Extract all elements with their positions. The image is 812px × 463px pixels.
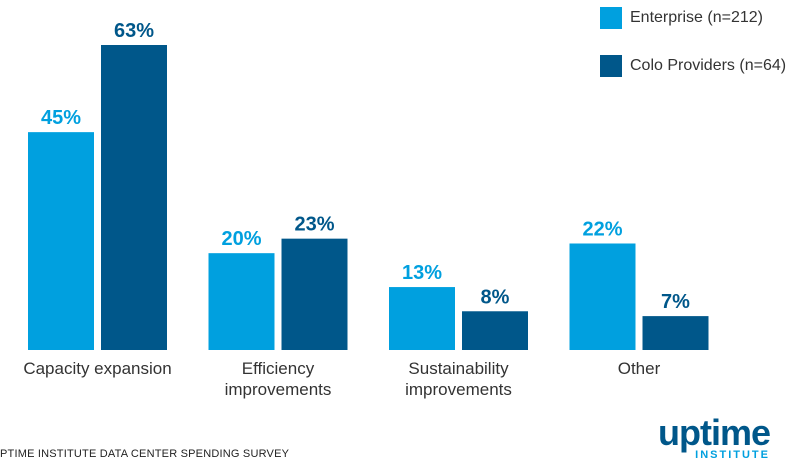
legend-item-colo: Colo Providers (n=64): [600, 54, 786, 78]
uptime-logo: uptime INSTITUTE: [620, 412, 771, 462]
value-label-sustainability-improvements-colo: 8%: [481, 286, 510, 308]
legend-label-colo: Colo Providers (n=64): [630, 57, 787, 74]
logo-wordmark: uptime: [657, 412, 771, 453]
source-footer: PTIME INSTITUTE DATA CENTER SPENDING SUR…: [0, 448, 290, 460]
value-label-efficiency-improvements-colo: 23%: [294, 214, 334, 236]
legend: Enterprise (n=212) Colo Providers (n=64): [600, 6, 786, 102]
category-label-capacity-expansion: Capacity expansion: [23, 359, 171, 378]
legend-swatch-colo: [600, 55, 622, 77]
bar-sustainability-improvements-colo: [462, 311, 528, 350]
value-label-capacity-expansion-colo: 63%: [114, 20, 154, 42]
category-labels-group: Capacity expansion Efficiency improvements…: [23, 359, 660, 399]
category-label-efficiency-improvements: Efficiency improvements: [225, 359, 332, 399]
value-label-efficiency-improvements-enterprise: 20%: [221, 228, 261, 250]
bar-efficiency-improvements-enterprise: [208, 253, 275, 350]
value-labels-group: 45% 63% 20% 23% 13% 8% 22% 7%: [41, 20, 690, 313]
bar-efficiency-improvements-colo: [281, 238, 348, 350]
legend-swatch-enterprise: [600, 7, 622, 29]
value-label-capacity-expansion-enterprise: 45%: [41, 107, 81, 129]
value-label-sustainability-improvements-enterprise: 13%: [402, 262, 442, 284]
bar-other-enterprise: [569, 243, 636, 350]
bar-sustainability-improvements-enterprise: [389, 287, 455, 350]
value-label-other-enterprise: 22%: [582, 218, 622, 240]
bar-capacity-expansion-colo: [101, 45, 167, 350]
bars-group: [28, 45, 709, 350]
legend-label-enterprise: Enterprise (n=212): [630, 9, 763, 26]
category-label-other: Other: [618, 359, 661, 378]
bar-capacity-expansion-enterprise: [28, 132, 94, 350]
logo-subtitle: INSTITUTE: [695, 449, 770, 461]
legend-item-enterprise: Enterprise (n=212): [600, 6, 786, 30]
bar-other-colo: [642, 316, 709, 350]
category-label-sustainability-improvements: Sustainability improvements: [405, 359, 512, 399]
value-label-other-colo: 7%: [661, 291, 690, 313]
